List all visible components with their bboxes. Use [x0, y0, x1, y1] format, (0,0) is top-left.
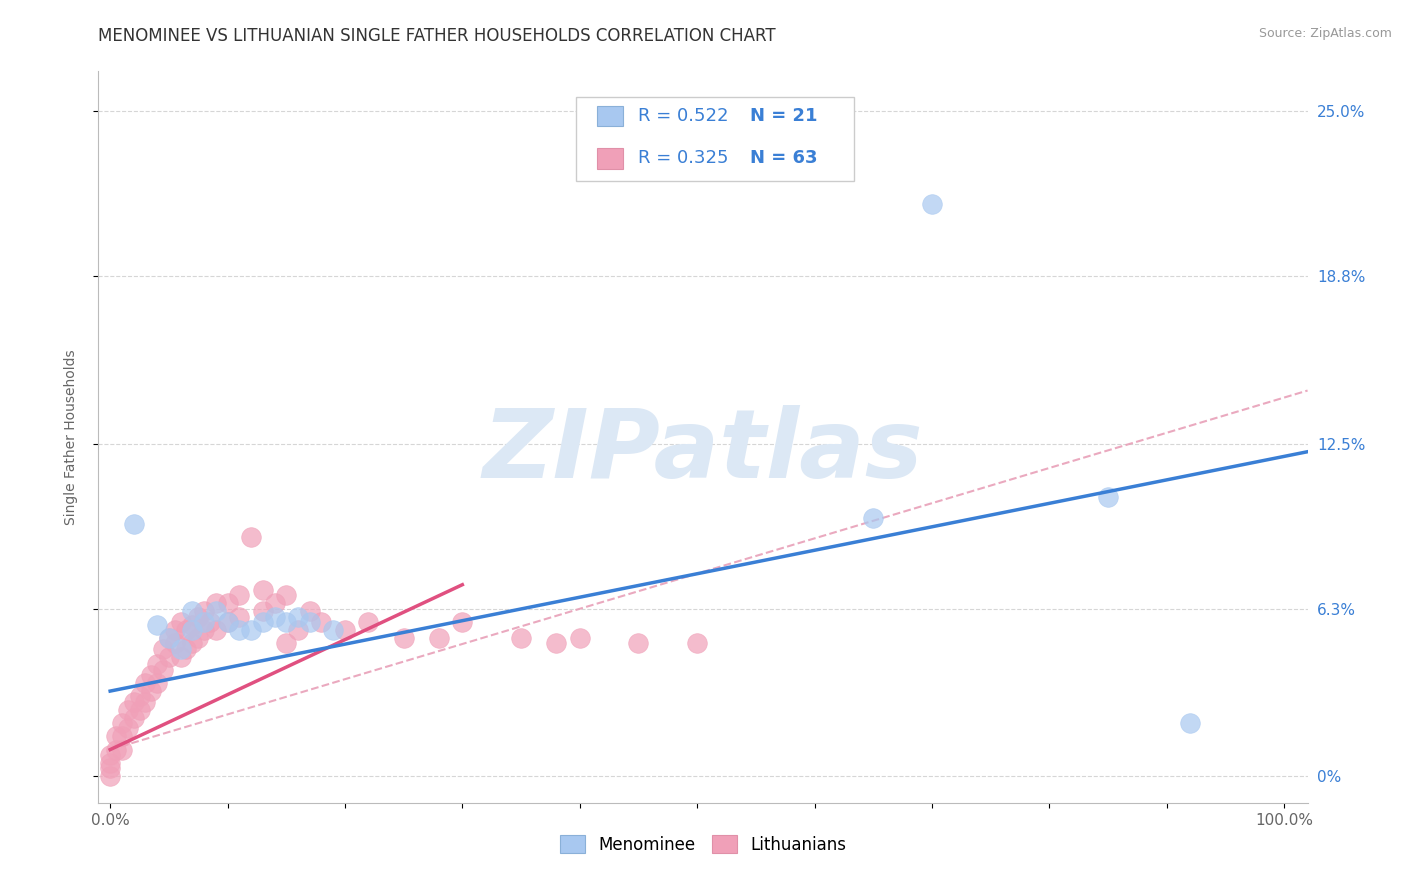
FancyBboxPatch shape — [576, 97, 855, 181]
Text: Source: ZipAtlas.com: Source: ZipAtlas.com — [1258, 27, 1392, 40]
Point — [240, 530, 263, 544]
Point — [252, 582, 274, 597]
Point — [141, 684, 163, 698]
Point — [152, 641, 174, 656]
Legend: Menominee, Lithuanians: Menominee, Lithuanians — [553, 829, 853, 860]
Text: ZIPatlas: ZIPatlas — [482, 405, 924, 499]
Point — [862, 511, 884, 525]
Point — [141, 668, 163, 682]
Point — [276, 615, 298, 629]
Text: N = 63: N = 63 — [751, 149, 818, 168]
Point — [152, 663, 174, 677]
Point — [193, 604, 215, 618]
Point — [240, 623, 263, 637]
Point — [193, 623, 215, 637]
Point — [117, 703, 139, 717]
Point — [122, 516, 145, 531]
Point — [311, 615, 333, 629]
Point — [322, 623, 344, 637]
Point — [921, 197, 943, 211]
Point — [252, 604, 274, 618]
Point — [181, 617, 204, 632]
Text: R = 0.325: R = 0.325 — [638, 149, 728, 168]
Y-axis label: Single Father Households: Single Father Households — [63, 350, 77, 524]
Point — [1180, 716, 1202, 731]
Text: R = 0.522: R = 0.522 — [638, 107, 728, 125]
Point — [105, 742, 128, 756]
Point — [187, 609, 209, 624]
Point — [357, 615, 380, 629]
Text: MENOMINEE VS LITHUANIAN SINGLE FATHER HOUSEHOLDS CORRELATION CHART: MENOMINEE VS LITHUANIAN SINGLE FATHER HO… — [98, 27, 776, 45]
Point — [157, 631, 180, 645]
Point — [263, 609, 285, 624]
Point — [134, 676, 156, 690]
Point — [1097, 490, 1119, 504]
Point — [163, 636, 186, 650]
Point — [163, 623, 186, 637]
Point — [298, 615, 321, 629]
Point — [181, 623, 204, 637]
Point — [181, 636, 204, 650]
Point — [217, 615, 239, 629]
Point — [228, 609, 250, 624]
Point — [128, 703, 150, 717]
Point — [568, 631, 591, 645]
Point — [98, 761, 121, 775]
Point — [451, 615, 474, 629]
Point — [198, 615, 221, 629]
Point — [276, 588, 298, 602]
Point — [111, 742, 134, 756]
Point — [128, 690, 150, 704]
Point — [287, 609, 309, 624]
Point — [98, 747, 121, 762]
Point — [146, 676, 169, 690]
Text: N = 21: N = 21 — [751, 107, 818, 125]
Point — [228, 623, 250, 637]
Point — [117, 722, 139, 736]
Point — [122, 711, 145, 725]
Point — [193, 615, 215, 629]
Point — [122, 695, 145, 709]
Point — [427, 631, 450, 645]
Point — [204, 604, 226, 618]
Bar — [596, 148, 623, 169]
Point — [134, 695, 156, 709]
Point — [169, 641, 191, 656]
Point — [157, 649, 180, 664]
Bar — [596, 106, 623, 127]
Point — [111, 729, 134, 743]
Point — [252, 615, 274, 629]
Point — [187, 631, 209, 645]
Point — [228, 588, 250, 602]
Point — [263, 596, 285, 610]
Point — [546, 636, 568, 650]
Point — [105, 729, 128, 743]
Point — [627, 636, 650, 650]
Point — [510, 631, 533, 645]
Point — [686, 636, 709, 650]
Point — [181, 604, 204, 618]
Point — [98, 756, 121, 770]
Point — [169, 649, 191, 664]
Point — [204, 623, 226, 637]
Point — [146, 657, 169, 672]
Point — [111, 716, 134, 731]
Point — [287, 623, 309, 637]
Point — [176, 623, 198, 637]
Point — [157, 631, 180, 645]
Point — [204, 596, 226, 610]
Point — [217, 615, 239, 629]
Point — [276, 636, 298, 650]
Point — [333, 623, 356, 637]
Point — [98, 769, 121, 783]
Point — [298, 604, 321, 618]
Point — [217, 596, 239, 610]
Point — [392, 631, 415, 645]
Point — [146, 617, 169, 632]
Point — [169, 615, 191, 629]
Point — [176, 641, 198, 656]
